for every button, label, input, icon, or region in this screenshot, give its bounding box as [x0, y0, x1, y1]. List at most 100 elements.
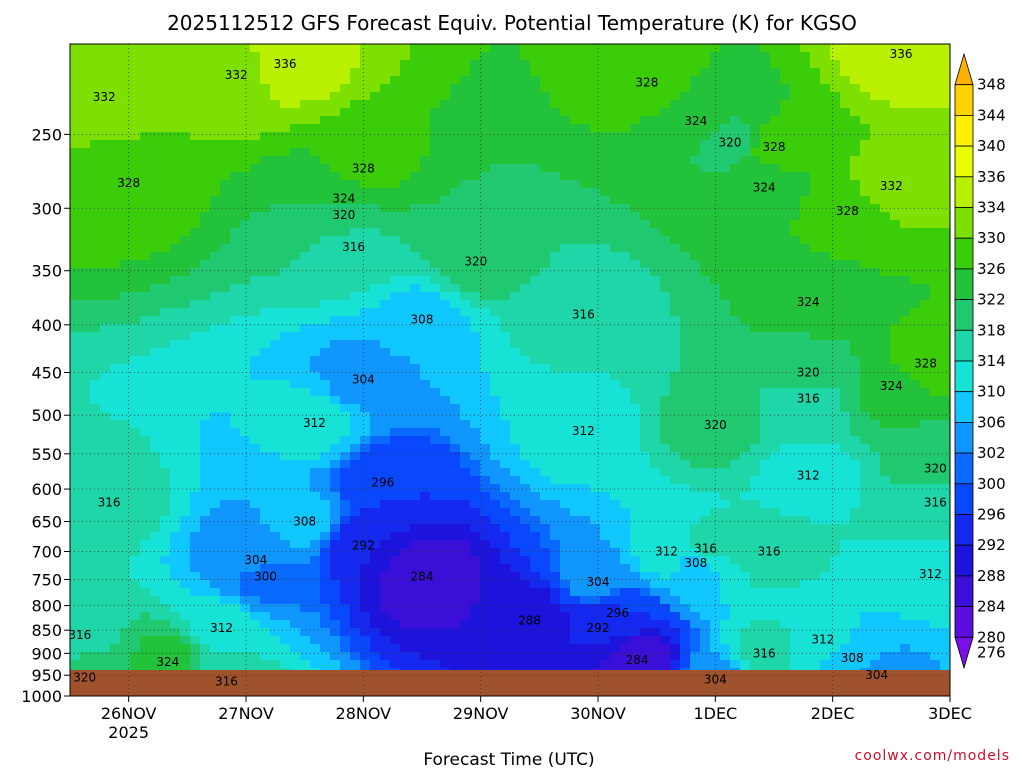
field-cell: [870, 340, 881, 349]
field-cell: [610, 156, 621, 165]
field-cell: [730, 316, 741, 325]
field-cell: [560, 396, 571, 405]
field-cell: [770, 468, 781, 477]
field-cell: [410, 396, 421, 405]
field-cell: [270, 404, 281, 413]
field-cell: [530, 492, 541, 501]
field-cell: [870, 132, 881, 141]
field-cell: [110, 492, 121, 501]
field-cell: [800, 220, 811, 229]
field-cell: [360, 260, 371, 269]
field-cell: [720, 308, 731, 317]
field-cell: [70, 444, 81, 453]
field-cell: [280, 420, 291, 429]
field-cell: [100, 404, 111, 413]
field-cell: [210, 284, 221, 293]
field-cell: [380, 132, 391, 141]
field-cell: [290, 420, 301, 429]
field-cell: [510, 156, 521, 165]
field-cell: [430, 356, 441, 365]
field-cell: [280, 252, 291, 261]
field-cell: [770, 236, 781, 245]
field-cell: [320, 196, 331, 205]
field-cell: [140, 124, 151, 133]
field-cell: [70, 60, 81, 69]
field-cell: [490, 212, 501, 221]
field-cell: [600, 332, 611, 341]
field-cell: [750, 212, 761, 221]
field-cell: [130, 492, 141, 501]
field-cell: [130, 436, 141, 445]
field-cell: [330, 212, 341, 221]
field-cell: [480, 108, 491, 117]
field-cell: [850, 436, 861, 445]
field-cell: [400, 140, 411, 149]
field-cell: [540, 172, 551, 181]
field-cell: [630, 116, 641, 125]
field-cell: [210, 332, 221, 341]
field-cell: [860, 156, 871, 165]
field-cell: [560, 420, 571, 429]
field-cell: [910, 444, 921, 453]
field-cell: [230, 92, 241, 101]
field-cell: [360, 92, 371, 101]
field-cell: [450, 76, 461, 85]
field-cell: [650, 196, 661, 205]
field-cell: [190, 164, 201, 173]
field-cell: [410, 180, 421, 189]
field-cell: [220, 380, 231, 389]
field-cell: [940, 324, 950, 333]
field-cell: [400, 396, 411, 405]
field-cell: [400, 300, 411, 309]
field-cell: [500, 132, 511, 141]
field-cell: [130, 204, 141, 213]
field-cell: [110, 428, 121, 437]
field-cell: [240, 396, 251, 405]
field-cell: [760, 140, 771, 149]
field-cell: [480, 300, 491, 309]
field-cell: [610, 68, 621, 77]
field-cell: [230, 308, 241, 317]
field-cell: [470, 428, 481, 437]
field-cell: [610, 140, 621, 149]
field-cell: [310, 292, 321, 301]
field-cell: [690, 124, 701, 133]
field-cell: [310, 364, 321, 373]
field-cell: [850, 68, 861, 77]
field-cell: [740, 460, 751, 469]
field-cell: [260, 292, 271, 301]
field-cell: [680, 260, 691, 269]
field-cell: [650, 116, 661, 125]
field-cell: [360, 404, 371, 413]
field-cell: [480, 292, 491, 301]
field-cell: [510, 92, 521, 101]
field-cell: [200, 420, 211, 429]
field-cell: [580, 204, 591, 213]
field-cell: [200, 60, 211, 69]
field-cell: [690, 348, 701, 357]
field-cell: [500, 428, 511, 437]
field-cell: [460, 484, 471, 493]
field-cell: [80, 436, 91, 445]
field-cell: [480, 140, 491, 149]
field-cell: [820, 244, 831, 253]
field-cell: [560, 260, 571, 269]
field-cell: [550, 52, 561, 61]
field-cell: [110, 476, 121, 485]
field-cell: [450, 268, 461, 277]
field-cell: [880, 356, 891, 365]
field-cell: [890, 284, 901, 293]
field-cell: [120, 228, 131, 237]
field-cell: [760, 268, 771, 277]
field-cell: [770, 452, 781, 461]
field-cell: [130, 284, 141, 293]
field-cell: [530, 188, 541, 197]
field-cell: [930, 276, 941, 285]
field-cell: [810, 268, 821, 277]
field-cell: [310, 124, 321, 133]
field-cell: [440, 396, 451, 405]
field-cell: [350, 76, 361, 85]
field-cell: [550, 476, 561, 485]
field-cell: [380, 276, 391, 285]
field-cell: [930, 292, 941, 301]
